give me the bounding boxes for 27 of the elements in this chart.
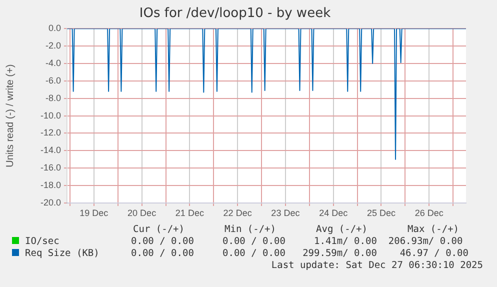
x-tick-label: 26 Dec [414, 208, 444, 218]
y-tick-label: -20.0 [40, 197, 61, 208]
x-tick-label: 23 Dec [271, 208, 300, 218]
text: Last update: Sat Dec 27 06:30:10 2025 [271, 260, 483, 272]
y-tick-label: -16.0 [40, 162, 61, 173]
y-tick-label: -12.0 [40, 128, 61, 138]
y-tick-label: -14.0 [40, 145, 61, 156]
x-tick-label: 25 Dec [366, 208, 396, 218]
y-axis-title: Units read (-) / write (+) [4, 64, 16, 168]
chart-title: IOs for /dev/loop10 - by week [139, 6, 332, 22]
y-tick-label: -6.0 [45, 75, 61, 86]
text: 0.00 / 0.00 0.00 / 0.00 1.41m/ 0.00 206.93m/ 0.00 [131, 236, 463, 248]
y-tick-label: 0.0 [48, 23, 61, 34]
legend-label: IO/sec [24, 236, 60, 248]
text: Cur (-/+) Min (-/+) Avg (-/+) Max (-/+) [133, 224, 460, 236]
x-tick-label: 21 Dec [175, 208, 204, 218]
y-tick-label: -2.0 [45, 40, 61, 51]
legend-label: Req Size (KB) [24, 248, 100, 260]
x-tick-label: 24 Dec [319, 208, 348, 218]
y-tick-label: -18.0 [40, 180, 61, 190]
x-tick-label: 19 Dec [80, 208, 109, 218]
y-tick-label: -10.0 [40, 110, 61, 120]
x-tick-label: 20 Dec [128, 208, 157, 218]
x-tick-label: 22 Dec [223, 208, 252, 218]
y-tick-label: -8.0 [45, 92, 61, 103]
text: 0.00 / 0.00 0.00 / 0.00 299.59m/ 0.00 46.97 / 0.00 [131, 248, 468, 260]
y-tick-label: -4.0 [45, 58, 61, 68]
